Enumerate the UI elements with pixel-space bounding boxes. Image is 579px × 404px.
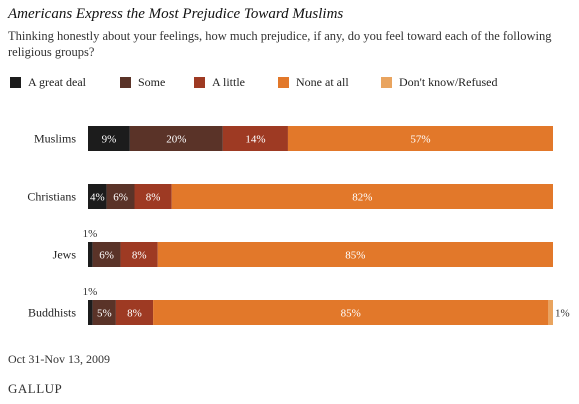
- legend-label-dont-know: Don't know/Refused: [399, 75, 498, 89]
- data-label-jews-some: 6%: [99, 250, 114, 262]
- data-label-muslims-a-great-deal: 9%: [102, 134, 117, 146]
- bar-segment-christians-none-at-all: [171, 184, 553, 209]
- data-label-buddhists-a-little: 8%: [127, 308, 142, 320]
- data-label-muslims-some: 20%: [166, 134, 186, 146]
- data-label-jews-none-at-all: 85%: [345, 250, 365, 262]
- legend-swatch-none-at-all: [278, 77, 289, 88]
- data-label-christians-some: 6%: [113, 192, 128, 204]
- data-label-buddhists-none-at-all: 85%: [341, 308, 361, 320]
- bar-segment-buddhists-a-little: [115, 300, 154, 325]
- chart-title: Americans Express the Most Prejudice Tow…: [8, 6, 344, 22]
- data-label-muslims-a-little: 14%: [245, 134, 265, 146]
- legend-label-great-deal: A great deal: [28, 75, 86, 89]
- bar-segment-jews-a-great-deal: [88, 242, 93, 267]
- chart-legend: A great deal Some A little None at all D…: [10, 75, 570, 91]
- gallup-logo: GALLUP: [8, 381, 63, 396]
- bar-segment-jews-a-little: [120, 242, 158, 267]
- bar-segment-buddhists-some: [92, 300, 116, 325]
- bar-segment-jews-some: [92, 242, 121, 267]
- bar-segment-muslims-a-great-deal: [88, 126, 130, 151]
- legend-label-some: Some: [138, 75, 166, 89]
- data-label-christians-a-great-deal: 4%: [90, 192, 105, 204]
- bar-segment-christians-a-little: [134, 184, 172, 209]
- chart-subtitle: Thinking honestly about your feelings, h…: [8, 29, 552, 59]
- bar-segment-buddhists-a-great-deal: [88, 300, 93, 325]
- legend-label-a-little: A little: [212, 75, 245, 89]
- data-label-jews-a-great-deal: 1%: [83, 228, 98, 240]
- data-label-jews-a-little: 8%: [132, 250, 147, 262]
- survey-date: Oct 31-Nov 13, 2009: [8, 352, 110, 366]
- bar-segment-buddhists-don-t-know-refused: [548, 300, 553, 325]
- data-label-christians-a-little: 8%: [146, 192, 161, 204]
- stacked-bar-chart: Muslims 9% 20% 14% 57% Christians 4% 6% 8% 82% Jew…: [27, 126, 570, 325]
- legend-swatch-a-little: [194, 77, 205, 88]
- bar-segment-muslims-a-little: [222, 126, 288, 151]
- category-label-christians: Christians: [27, 190, 76, 204]
- legend-swatch-some: [120, 77, 131, 88]
- legend-swatch-dont-know: [381, 77, 392, 88]
- bar-segment-christians-a-great-deal: [88, 184, 107, 209]
- data-label-muslims-none-at-all: 57%: [410, 134, 430, 146]
- data-label-christians-none-at-all: 82%: [352, 192, 372, 204]
- data-label-buddhists-a-great-deal: 1%: [83, 286, 98, 298]
- category-label-buddhists: Buddhists: [28, 306, 76, 320]
- data-label-buddhists-some: 5%: [97, 308, 112, 320]
- legend-swatch-great-deal: [10, 77, 21, 88]
- category-label-muslims: Muslims: [34, 132, 76, 146]
- bar-segment-muslims-some: [129, 126, 223, 151]
- legend-label-none-at-all: None at all: [296, 75, 349, 89]
- bar-segment-muslims-none-at-all: [287, 126, 553, 151]
- bar-segment-christians-some: [106, 184, 135, 209]
- bar-segment-buddhists-none-at-all: [153, 300, 549, 325]
- bar-segment-jews-none-at-all: [157, 242, 553, 267]
- data-label-buddhists-don-t-know-refused: 1%: [555, 308, 570, 320]
- category-label-jews: Jews: [53, 248, 77, 262]
